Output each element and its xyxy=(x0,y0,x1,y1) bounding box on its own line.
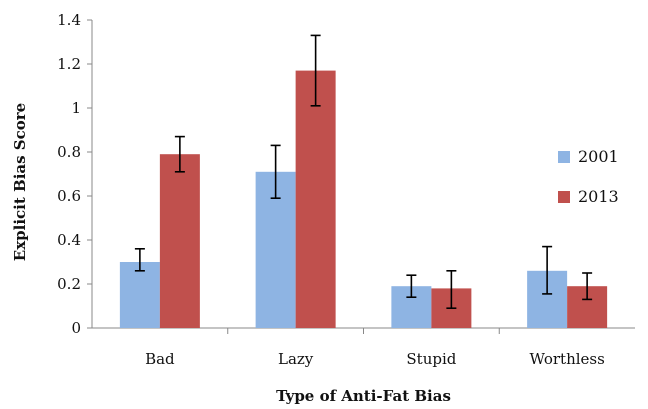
error-bar-2001-bad xyxy=(134,248,145,272)
y-tick-label: 0.6 xyxy=(57,187,81,205)
bar-2013-lazy xyxy=(295,70,336,328)
legend: 2001 2013 xyxy=(558,147,619,206)
y-tick-label: 0 xyxy=(71,319,81,337)
bar-2001-bad xyxy=(119,262,160,328)
error-bar-2001-lazy xyxy=(270,144,281,199)
legend-item-2013: 2013 xyxy=(558,187,619,206)
x-category-label: Worthless xyxy=(529,350,604,368)
y-tick-label: 0.8 xyxy=(57,143,81,161)
error-bar-2013-bad xyxy=(174,135,185,173)
x-axis-title: Type of Anti-Fat Bias xyxy=(276,387,451,405)
x-category-label: Stupid xyxy=(406,350,456,368)
error-bar-2001-stupid xyxy=(406,274,417,299)
x-category-label: Bad xyxy=(145,350,175,368)
legend-label: 2013 xyxy=(578,187,619,206)
y-tick-label: 0.4 xyxy=(57,231,81,249)
legend-label: 2001 xyxy=(578,147,619,166)
legend-item-2001: 2001 xyxy=(558,147,619,166)
error-bar-2013-worthless xyxy=(582,272,593,301)
error-bar-2013-lazy xyxy=(310,34,321,107)
error-bar-2001-worthless xyxy=(542,245,553,295)
y-axis-title: Explicit Bias Score xyxy=(11,103,29,261)
error-bars-group xyxy=(134,34,593,310)
x-axis-categories: Bad Lazy Stupid Worthless xyxy=(145,328,605,368)
y-tick-label: 1 xyxy=(71,99,81,117)
legend-swatch xyxy=(558,191,570,203)
y-tick-label: 0.2 xyxy=(57,275,81,293)
x-category-label: Lazy xyxy=(278,350,314,368)
y-tick-label: 1.2 xyxy=(57,55,81,73)
legend-swatch xyxy=(558,151,570,163)
y-axis-ticks: 0 0.2 0.4 0.6 0.8 1 1.2 1.4 xyxy=(57,11,92,337)
bar-2013-bad xyxy=(159,154,200,328)
y-tick-label: 1.4 xyxy=(57,11,81,29)
bars-group xyxy=(119,70,608,328)
error-bar-2013-stupid xyxy=(446,269,457,310)
